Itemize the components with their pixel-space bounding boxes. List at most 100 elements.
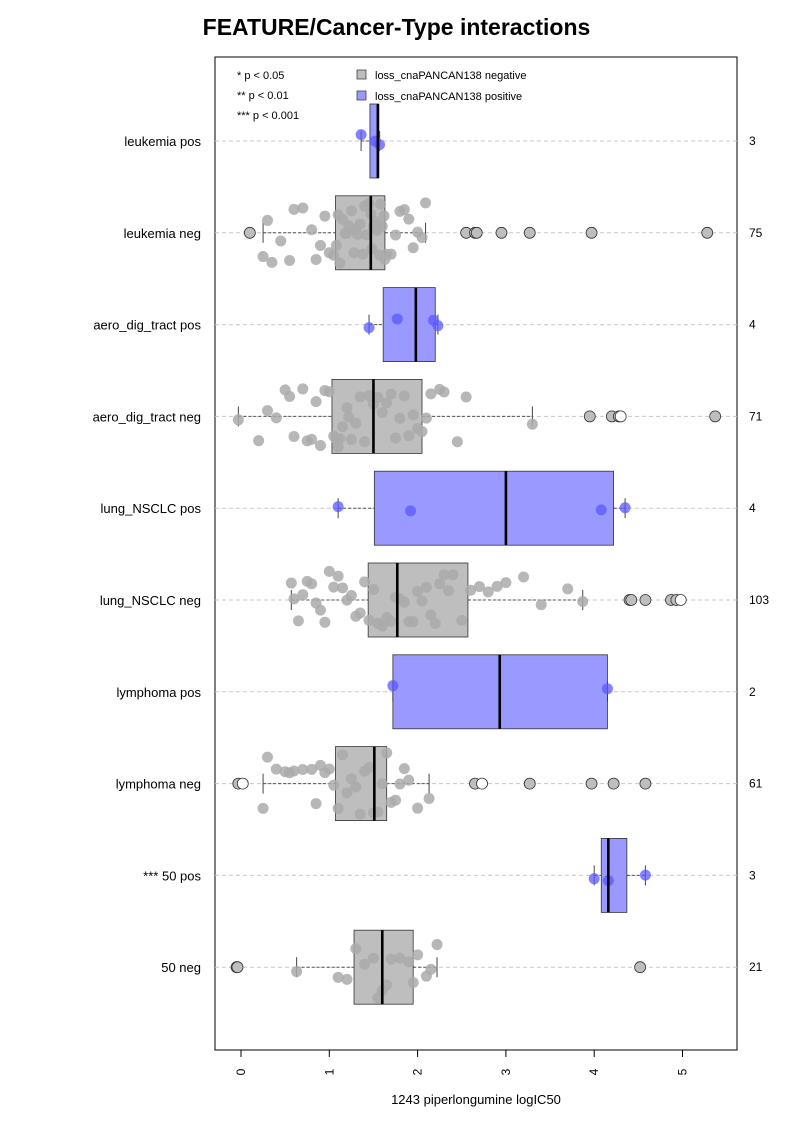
data-point bbox=[323, 763, 335, 775]
box-iqr bbox=[600, 838, 628, 913]
data-point bbox=[288, 203, 300, 215]
data-point bbox=[423, 792, 435, 804]
data-point bbox=[390, 229, 402, 241]
data-point bbox=[378, 210, 390, 222]
x-tick-label: 3 bbox=[499, 1068, 513, 1075]
data-point bbox=[350, 943, 362, 955]
data-point bbox=[432, 320, 444, 332]
data-point bbox=[403, 430, 415, 442]
data-point bbox=[285, 577, 297, 589]
data-point bbox=[297, 202, 309, 214]
data-point bbox=[328, 249, 340, 261]
row-label: lymphoma neg bbox=[116, 777, 201, 792]
data-point bbox=[420, 412, 432, 424]
data-point bbox=[350, 781, 362, 793]
x-tick-label: 1 bbox=[322, 1068, 336, 1075]
data-point bbox=[354, 218, 366, 230]
data-point bbox=[328, 581, 340, 593]
data-point bbox=[363, 614, 375, 626]
data-point bbox=[348, 247, 360, 259]
legend-swatch bbox=[356, 69, 367, 80]
data-point bbox=[385, 248, 397, 260]
data-point bbox=[314, 439, 326, 451]
data-point bbox=[355, 129, 367, 141]
data-point bbox=[431, 939, 443, 951]
row-count: 2 bbox=[749, 685, 756, 699]
data-point bbox=[341, 973, 353, 985]
data-point bbox=[390, 794, 402, 806]
data-point bbox=[619, 502, 631, 514]
row-count: 4 bbox=[749, 501, 756, 515]
data-point bbox=[363, 761, 375, 773]
outlier-point bbox=[639, 594, 652, 606]
data-point bbox=[447, 569, 459, 581]
row-label: leukemia neg bbox=[124, 226, 201, 241]
data-point bbox=[341, 402, 353, 414]
data-point bbox=[345, 773, 357, 785]
legend-swatch bbox=[356, 90, 367, 101]
legend-entry: loss_cnaPANCAN138 negative bbox=[375, 70, 526, 82]
outlier-point bbox=[625, 594, 638, 606]
data-point bbox=[261, 214, 273, 226]
data-point bbox=[381, 397, 393, 409]
data-point bbox=[394, 952, 406, 964]
data-point bbox=[385, 953, 397, 965]
data-point bbox=[376, 778, 388, 790]
box-group bbox=[232, 746, 652, 821]
data-point bbox=[367, 583, 379, 595]
chart-title: FEATURE/Cancer-Type interactions bbox=[202, 14, 591, 40]
data-point bbox=[425, 963, 437, 975]
row-label: aero_dig_tract pos bbox=[93, 318, 201, 333]
data-point bbox=[416, 595, 428, 607]
significance-legend-entry: *** p < 0.001 bbox=[237, 110, 299, 122]
data-point bbox=[257, 251, 269, 263]
data-point bbox=[456, 614, 468, 626]
row-count: 71 bbox=[749, 409, 763, 423]
data-point bbox=[314, 604, 326, 616]
row-label: lung_NSCLC neg bbox=[100, 593, 201, 608]
row-label: leukemia pos bbox=[124, 134, 201, 149]
data-point bbox=[341, 787, 353, 799]
box-group bbox=[588, 838, 651, 913]
outlier-point bbox=[476, 777, 488, 790]
outlier-point bbox=[236, 777, 249, 790]
data-point bbox=[257, 802, 269, 814]
outlier-point bbox=[634, 961, 647, 974]
data-point bbox=[577, 596, 589, 608]
data-point bbox=[394, 778, 406, 790]
data-point bbox=[354, 607, 366, 619]
data-point bbox=[334, 257, 346, 269]
data-point bbox=[332, 441, 344, 453]
data-point bbox=[357, 248, 369, 260]
data-point bbox=[363, 197, 375, 209]
data-point bbox=[412, 949, 424, 961]
data-point bbox=[297, 589, 309, 601]
data-point bbox=[345, 433, 357, 445]
data-point bbox=[451, 436, 463, 448]
data-point bbox=[372, 391, 384, 403]
row-count: 103 bbox=[749, 593, 769, 607]
data-point bbox=[270, 763, 282, 775]
data-point bbox=[403, 774, 415, 786]
data-point bbox=[306, 578, 318, 590]
data-point bbox=[352, 228, 364, 240]
row-label: *** 50 pos bbox=[143, 868, 201, 883]
data-point bbox=[403, 213, 415, 225]
data-point bbox=[425, 388, 437, 400]
box-group bbox=[355, 103, 386, 179]
data-point bbox=[310, 254, 322, 266]
data-point bbox=[407, 976, 419, 988]
outlier-point bbox=[523, 777, 536, 790]
data-point bbox=[328, 779, 340, 791]
data-point bbox=[323, 565, 335, 577]
box-group bbox=[232, 378, 722, 454]
outlier-point bbox=[495, 226, 508, 239]
data-point bbox=[330, 239, 342, 251]
data-point bbox=[354, 808, 366, 820]
outlier-point bbox=[470, 226, 483, 239]
significance-legend-entry: ** p < 0.01 bbox=[237, 90, 289, 102]
data-point bbox=[306, 433, 318, 445]
data-point bbox=[323, 386, 335, 398]
data-point bbox=[639, 869, 651, 881]
data-point bbox=[390, 432, 402, 444]
